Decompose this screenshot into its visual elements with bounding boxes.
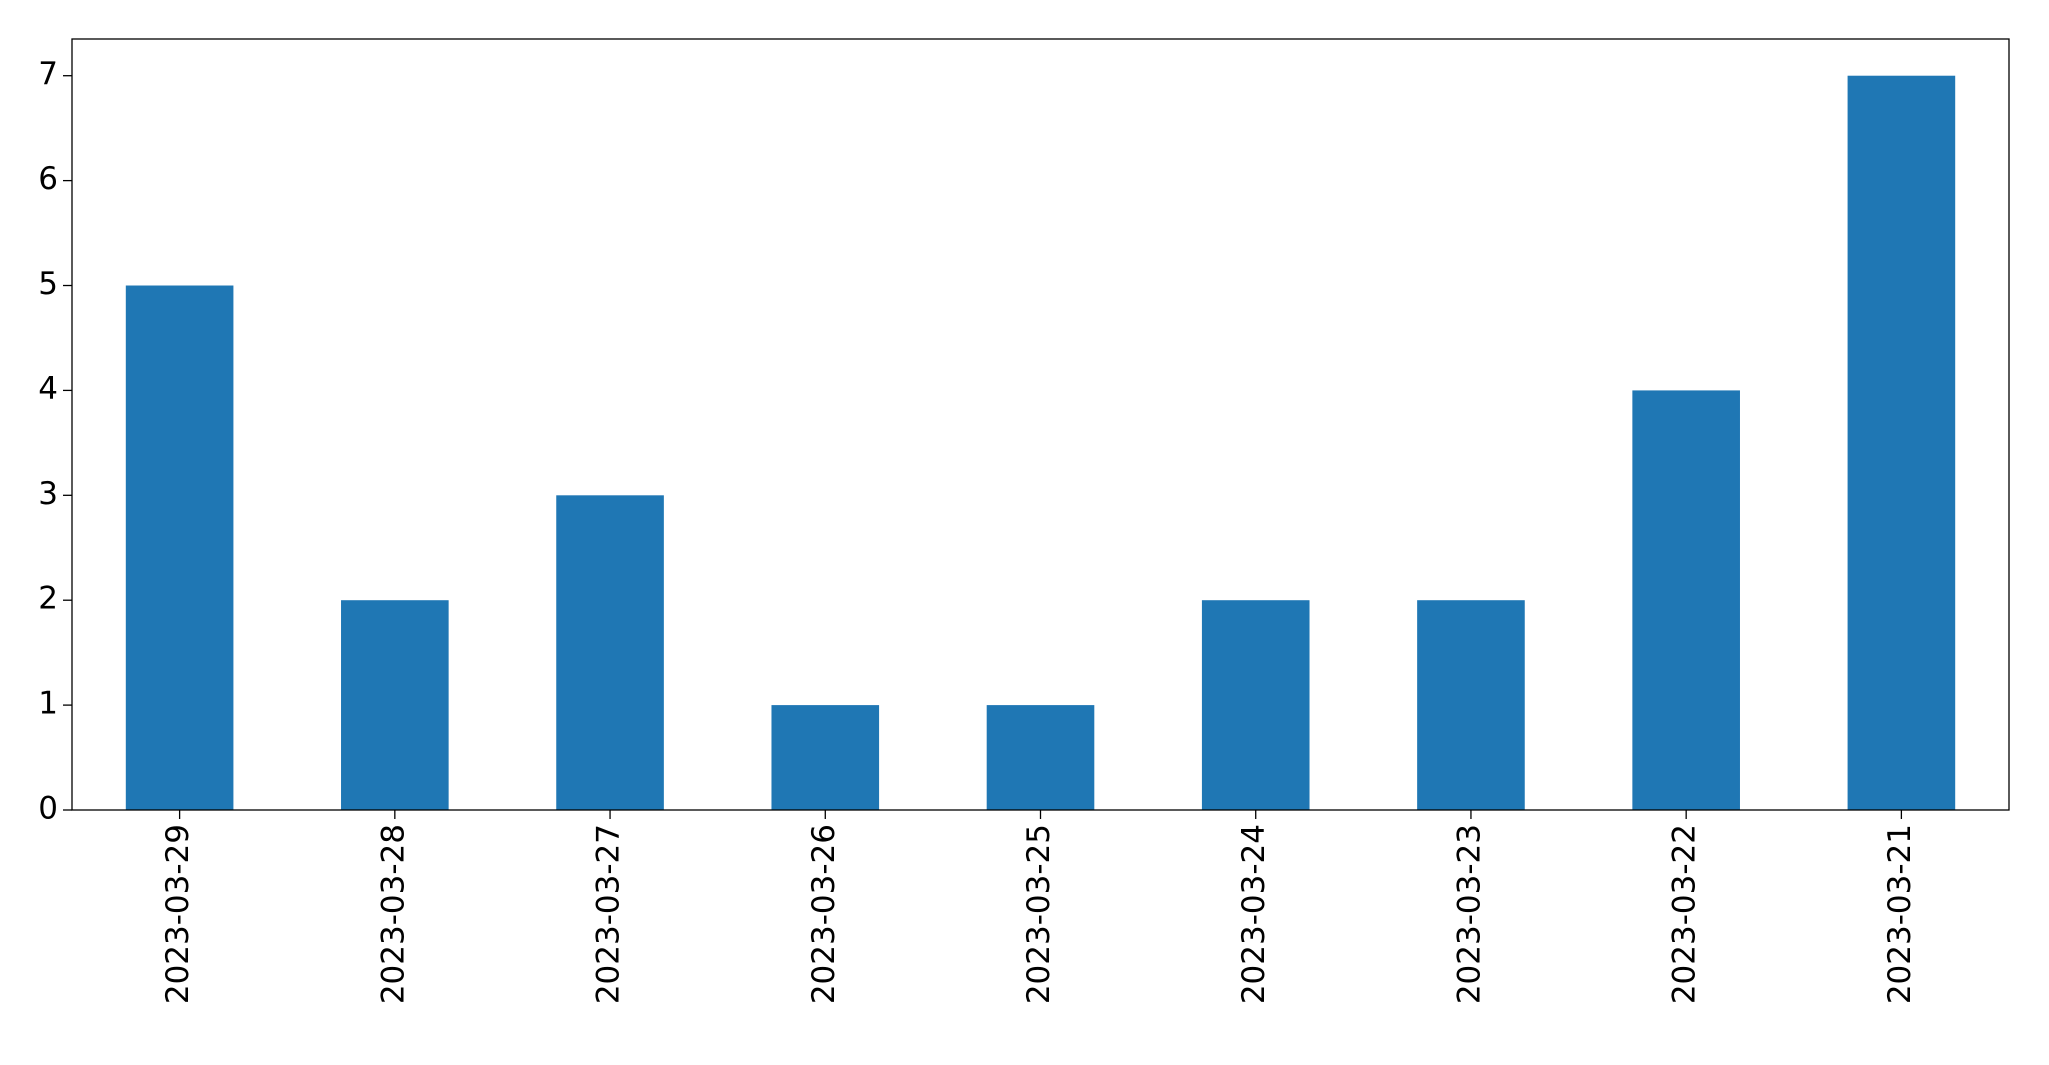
y-tick-label: 4	[38, 371, 58, 407]
bar	[125, 285, 234, 810]
bar	[1632, 390, 1740, 810]
bar	[556, 495, 664, 810]
x-tick-label: 2023-03-28	[375, 824, 411, 1004]
y-tick-label: 5	[38, 266, 58, 302]
y-tick-label: 2	[38, 581, 58, 617]
x-tick-label: 2023-03-24	[1236, 824, 1272, 1004]
x-tick-label: 2023-03-29	[160, 824, 196, 1004]
y-tick-label: 3	[38, 476, 58, 512]
bar	[986, 705, 1095, 810]
bar	[341, 600, 449, 810]
x-tick-label: 2023-03-25	[1021, 824, 1057, 1004]
x-tick-label: 2023-03-23	[1451, 824, 1487, 1004]
x-tick-label: 2023-03-27	[591, 824, 627, 1004]
bar	[771, 705, 880, 810]
y-tick-label: 6	[38, 161, 58, 197]
y-tick-label: 0	[38, 791, 58, 827]
bar	[1847, 75, 1956, 810]
bar	[1417, 600, 1525, 810]
x-tick-label: 2023-03-21	[1882, 824, 1918, 1004]
y-tick-label: 7	[38, 56, 58, 92]
x-tick-label: 2023-03-22	[1667, 824, 1703, 1004]
y-tick-label: 1	[38, 686, 58, 722]
bar	[1201, 600, 1310, 810]
x-tick-label: 2023-03-26	[806, 824, 842, 1004]
axes-frame	[71, 38, 2010, 811]
